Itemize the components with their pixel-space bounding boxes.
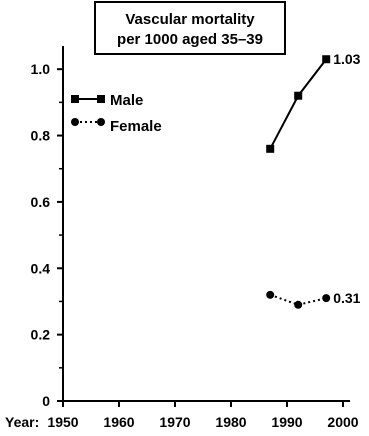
legend-female-marker <box>71 118 79 126</box>
data-point-male <box>294 91 303 100</box>
legend-male-marker <box>97 95 105 103</box>
y-tick-label: 1.0 <box>31 61 51 77</box>
y-tick-label: 0.6 <box>31 194 51 210</box>
data-point-male <box>322 55 331 64</box>
x-tick-label: 1950 <box>47 414 78 430</box>
series-line-male <box>269 58 327 150</box>
end-label-female: 0.31 <box>333 290 360 306</box>
x-tick-label: 2000 <box>327 414 358 430</box>
data-point-female <box>294 300 303 309</box>
end-label-male: 1.03 <box>333 51 360 67</box>
title-box <box>94 1 286 55</box>
y-ticks: 0 0.2 0.4 0.6 0.8 1.0 <box>31 61 63 409</box>
x-ticks: 1950 1960 1970 1980 1990 2000 <box>47 401 359 430</box>
legend-male-label: Male <box>110 92 143 109</box>
title-line-2: per 1000 aged 35–39 <box>117 31 263 48</box>
chart-title: Vascular mortality per 1000 aged 35–39 <box>94 1 286 55</box>
series-layer: 1.03 0.31 <box>266 51 361 309</box>
legend-male-marker <box>71 95 79 103</box>
legend: Male Female <box>71 92 162 135</box>
y-tick-label: 0.8 <box>31 128 51 144</box>
y-tick-label: 0 <box>42 393 50 409</box>
x-tick-label: 1980 <box>215 414 246 430</box>
data-point-female <box>322 294 331 303</box>
y-tick-label: 0.2 <box>31 327 51 343</box>
data-point-male <box>266 144 275 153</box>
x-axis-prefix: Year: <box>5 414 39 430</box>
x-tick-label: 1990 <box>271 414 302 430</box>
x-tick-label: 1970 <box>159 414 190 430</box>
legend-female-label: Female <box>110 118 162 135</box>
x-tick-label: 1960 <box>103 414 134 430</box>
y-tick-label: 0.4 <box>31 260 51 276</box>
title-line-1: Vascular mortality <box>125 11 255 28</box>
legend-female-marker <box>97 118 105 126</box>
data-point-female <box>266 290 275 299</box>
